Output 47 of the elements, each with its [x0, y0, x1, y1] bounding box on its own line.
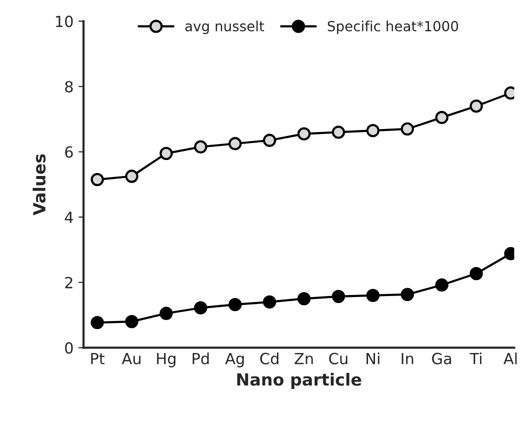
point	[470, 99, 483, 113]
point	[435, 110, 448, 124]
x-tick-label: Hg	[157, 353, 176, 368]
point	[366, 288, 380, 302]
point	[470, 266, 483, 280]
x-tick-label: Au	[122, 353, 140, 364]
point	[125, 314, 138, 328]
y-tick-label: 2	[65, 276, 72, 288]
point	[332, 290, 346, 304]
y-tick-label: 4	[64, 212, 73, 223]
point	[332, 126, 346, 139]
point	[400, 288, 414, 302]
point	[400, 122, 414, 136]
y-tick-label: 8	[65, 80, 73, 93]
y-tick-label: 0	[65, 342, 73, 354]
legend-label: Specific heat*1000	[328, 20, 458, 34]
x-tick-label: Ni	[366, 352, 380, 364]
point	[366, 124, 380, 138]
y-tick-label: 6	[65, 146, 73, 158]
point	[228, 137, 242, 150]
point	[90, 172, 104, 186]
point	[194, 301, 208, 314]
x-axis-title: Nano particle	[237, 372, 362, 390]
point	[262, 134, 276, 147]
x-tick-label: Pt	[91, 353, 105, 364]
x-tick-label: In	[402, 353, 414, 364]
point	[297, 127, 311, 140]
point	[160, 306, 173, 320]
y-axis-title: Values	[32, 154, 46, 216]
point	[228, 298, 242, 312]
x-tick-label: Ga	[432, 352, 452, 364]
point	[435, 278, 448, 292]
x-tick-label: Zn	[294, 353, 313, 364]
point	[90, 316, 104, 330]
y-tick-label: 10	[56, 16, 73, 28]
x-tick-label: Pd	[192, 352, 209, 364]
legend-label: avg nusselt	[185, 20, 264, 34]
point	[160, 146, 173, 160]
point	[194, 140, 208, 154]
x-tick-label: Al	[503, 352, 517, 364]
x-tick-label: Cu	[329, 352, 348, 364]
point	[125, 170, 138, 183]
x-tick-label: Cd	[260, 352, 278, 364]
point	[297, 292, 311, 306]
x-tick-label: Ag	[225, 353, 244, 368]
point	[262, 295, 276, 309]
x-tick-label: Ti	[470, 352, 482, 364]
